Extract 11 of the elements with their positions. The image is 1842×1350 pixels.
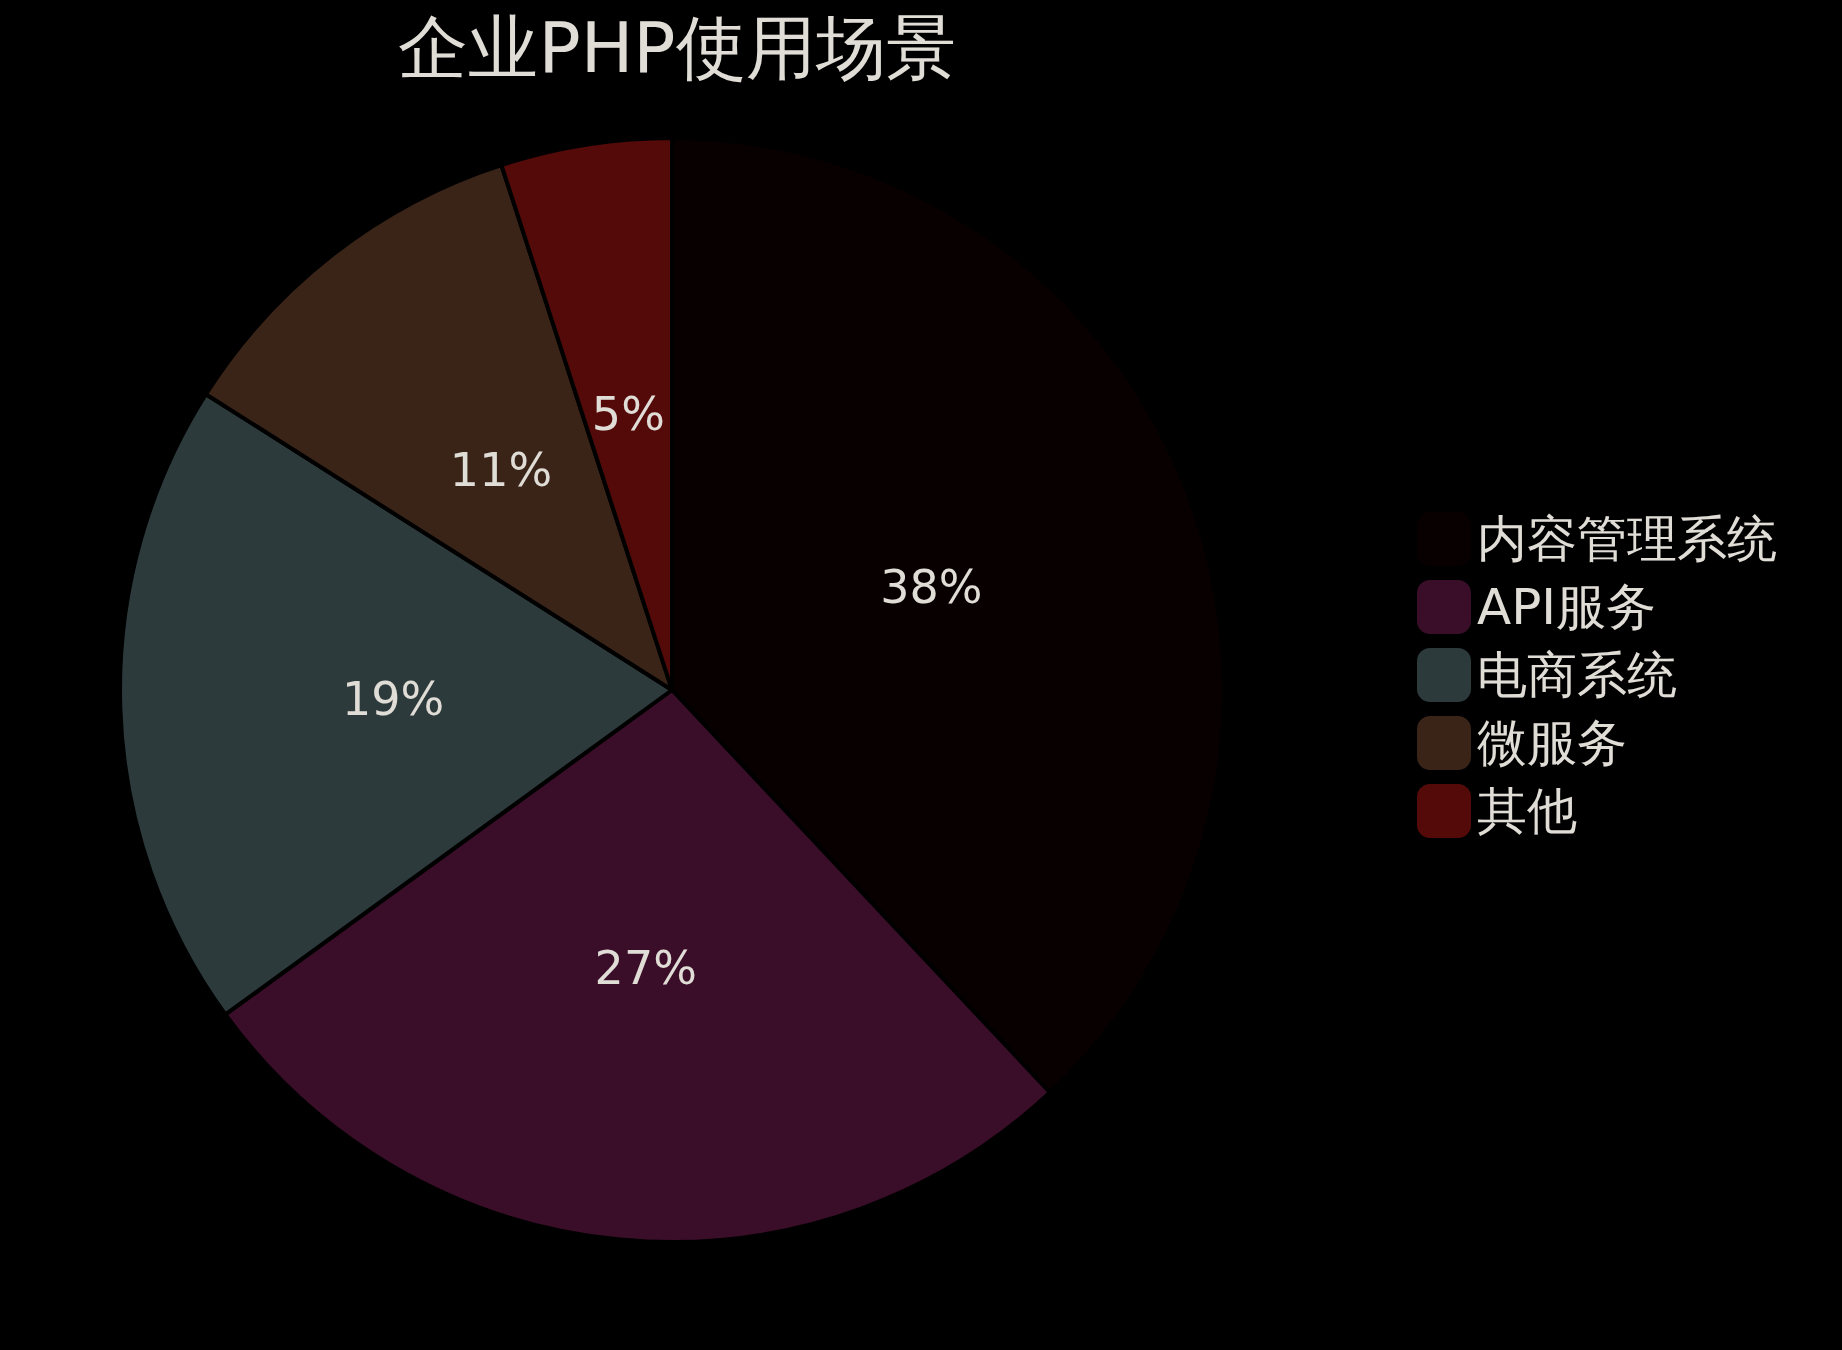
data-label: 5% — [591, 387, 665, 442]
legend-label: 微服务 — [1477, 714, 1627, 772]
data-label: 27% — [594, 940, 697, 995]
data-label: 38% — [880, 560, 983, 615]
chart-title: 企业PHP使用场景 — [398, 7, 956, 89]
legend-label: 内容管理系统 — [1477, 510, 1777, 568]
legend-label: API服务 — [1477, 578, 1657, 636]
data-label: 19% — [342, 671, 445, 726]
legend-label: 其他 — [1477, 782, 1577, 840]
data-label: 11% — [449, 442, 553, 497]
legend-label: 电商系统 — [1477, 646, 1677, 704]
